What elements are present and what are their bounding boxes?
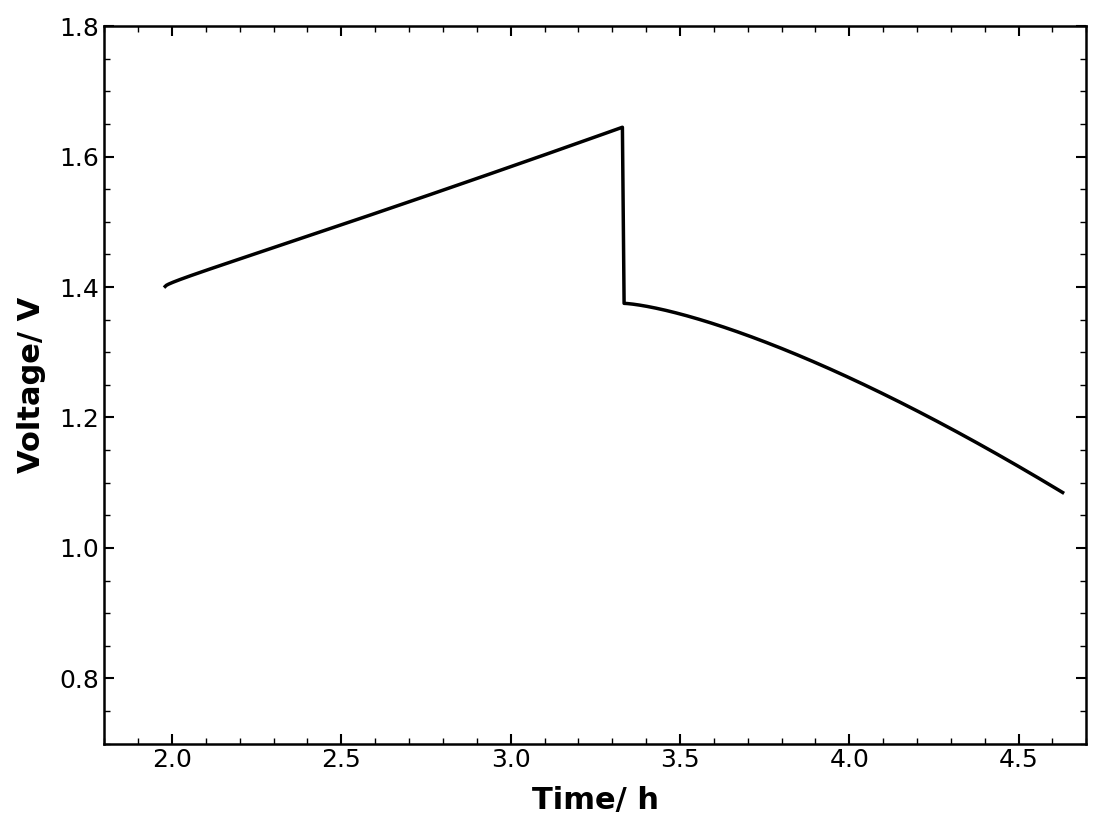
Y-axis label: Voltage/ V: Voltage/ V [17,297,45,473]
X-axis label: Time/ h: Time/ h [532,786,658,815]
